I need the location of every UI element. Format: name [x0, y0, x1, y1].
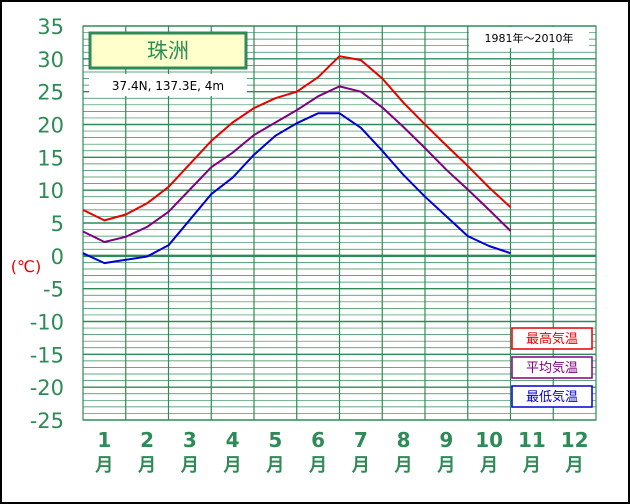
x-tick-unit-label: 月 — [394, 455, 413, 476]
x-tick-label: 6 — [311, 428, 325, 452]
x-tick-unit-label: 月 — [265, 455, 284, 476]
x-tick-label: 10 — [475, 428, 503, 452]
x-tick-label: 5 — [268, 428, 282, 452]
x-tick-unit-label: 月 — [94, 455, 113, 476]
legend-item-frame — [511, 356, 593, 379]
x-tick-label: 4 — [226, 428, 240, 452]
x-tick-unit-label: 月 — [436, 455, 455, 476]
x-tick-unit-label: 月 — [479, 455, 498, 476]
x-tick-unit-label: 月 — [223, 455, 242, 476]
x-tick-unit-label: 月 — [180, 455, 199, 476]
location-box: 37.4N, 137.3E, 4m — [89, 74, 247, 96]
title-box: 珠洲 — [88, 31, 248, 70]
location-label: 37.4N, 137.3E, 4m — [112, 79, 224, 93]
y-tick-label: 0 — [51, 245, 64, 269]
x-tick-unit-label: 月 — [351, 455, 370, 476]
x-tick-label: 3 — [183, 428, 197, 452]
y-tick-label: -25 — [30, 409, 64, 433]
y-tick-label: -10 — [30, 311, 64, 335]
legend-item-label: 最低気温 — [526, 389, 578, 405]
y-tick-label: 35 — [37, 15, 64, 39]
y-tick-label: -20 — [30, 376, 64, 400]
x-tick-label: 9 — [439, 428, 453, 452]
y-tick-label: 20 — [37, 114, 64, 138]
x-tick-unit-label: 月 — [308, 455, 327, 476]
period-box: 1981年〜2010年 — [469, 27, 589, 48]
x-tick-unit-label: 月 — [565, 455, 584, 476]
legend-item-frame — [511, 385, 593, 408]
y-axis-unit-label: (℃) — [11, 257, 41, 276]
series-line — [82, 85, 512, 243]
x-tick-label: 2 — [140, 428, 154, 452]
y-tick-label: -15 — [30, 343, 64, 367]
x-tick-label: 7 — [354, 428, 368, 452]
x-tick-label: 1 — [97, 428, 111, 452]
y-axis-tick-labels: 35 30 25 20 15 10 5 0 -5 -10 -15 -20 -25 — [30, 15, 64, 433]
y-tick-label: 15 — [37, 146, 64, 170]
x-tick-label: 12 — [561, 428, 589, 452]
period-box-frame — [469, 27, 589, 48]
period-label: 1981年〜2010年 — [485, 31, 574, 45]
series-line — [82, 55, 512, 222]
x-tick-label: 8 — [397, 428, 411, 452]
title-box-frame — [88, 31, 248, 70]
location-box-frame — [89, 74, 247, 96]
y-tick-label: 10 — [37, 179, 64, 203]
legend-item-label: 平均気温 — [526, 360, 578, 376]
y-tick-label: 25 — [37, 81, 64, 105]
x-axis-month-labels: 1 月 2 月 3 月 4 月 5 月 6 月 7 月 8 月 9 月 10 月 11 月 12 月 — [94, 428, 588, 476]
y-tick-label: 5 — [51, 212, 64, 236]
y-tick-label: -5 — [43, 278, 64, 302]
x-tick-label: 11 — [518, 428, 546, 452]
x-tick-unit-label: 月 — [522, 455, 541, 476]
series-line — [82, 112, 511, 265]
series-lines — [82, 55, 512, 265]
chart-title: 珠洲 — [147, 39, 189, 63]
y-tick-label: 30 — [37, 48, 64, 72]
legend-item-label: 最高気温 — [526, 331, 578, 347]
legend-item-frame — [511, 327, 593, 350]
x-tick-unit-label: 月 — [137, 455, 156, 476]
